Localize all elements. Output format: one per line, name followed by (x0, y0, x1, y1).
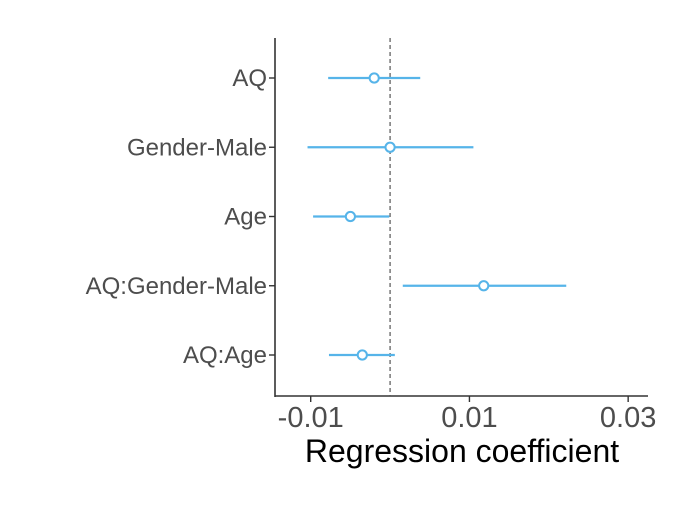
x-tick-labels: -0.01 0.01 0.03 (278, 402, 657, 434)
category-labels: AQ Gender-Male Age AQ:Gender-Male AQ:Age (86, 65, 267, 369)
y-axis-ticks (269, 77, 275, 356)
estimate-point (356, 349, 368, 361)
x-tick-label: -0.01 (278, 402, 344, 434)
x-tick-label: 0.01 (441, 402, 497, 434)
category-label: AQ:Age (183, 342, 267, 369)
estimate-point (368, 72, 380, 84)
x-axis-ticks (310, 396, 629, 402)
estimate-point (384, 141, 396, 153)
category-label: AQ (232, 65, 267, 92)
x-tick-label: 0.03 (600, 402, 656, 434)
estimate-point (478, 280, 490, 292)
estimate-point (344, 210, 356, 223)
category-label: AQ:Gender-Male (86, 273, 267, 300)
category-label: Age (224, 204, 267, 231)
point-estimates (344, 72, 490, 361)
x-axis-title: Regression coefficient (305, 433, 619, 469)
category-label: Gender-Male (127, 134, 267, 161)
